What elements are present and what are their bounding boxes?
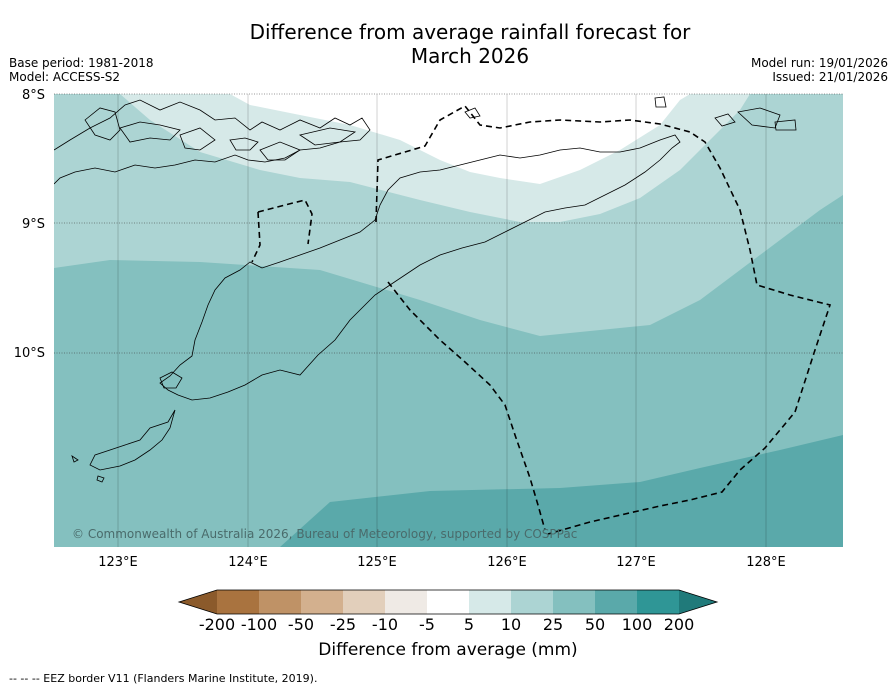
cb-swatch: [259, 590, 301, 614]
lon-label-125e: 125°E: [357, 555, 397, 570]
cb-tick-label: 25: [543, 615, 563, 634]
lon-label-123e: 123°E: [98, 555, 138, 570]
lon-label-128e: 128°E: [746, 555, 786, 570]
eez-border: [251, 104, 832, 535]
cb-tick-label: 5: [464, 615, 474, 634]
lat-label-10s: 10°S: [14, 346, 45, 361]
band-50-100: [280, 435, 843, 547]
lon-label-124e: 124°E: [228, 555, 268, 570]
meta-right: Model run: 19/01/2026 Issued: 21/01/2026: [751, 56, 888, 84]
model-text: Model: ACCESS-S2: [9, 70, 121, 84]
cb-arrow-right: [679, 590, 717, 614]
chart-title-line2: March 2026: [410, 44, 530, 68]
base-period-text: Base period: 1981-2018: [9, 56, 154, 70]
cb-tick-label: -5: [419, 615, 435, 634]
meta-left: Base period: 1981-2018 Model: ACCESS-S2: [9, 56, 154, 84]
cb-swatch: [511, 590, 553, 614]
issued-text: Issued: 21/01/2026: [772, 70, 888, 84]
copyright-text: © Commonwealth of Australia 2026, Bureau…: [72, 527, 577, 541]
cb-swatch: [217, 590, 259, 614]
cb-tick-label: 100: [622, 615, 653, 634]
cb-swatch: [427, 590, 469, 614]
cb-tick-label: -10: [372, 615, 398, 634]
lat-label-9s: 9°S: [22, 217, 45, 232]
cb-swatch: [343, 590, 385, 614]
lon-labels: 123°E 124°E 125°E 126°E 127°E 128°E: [98, 555, 786, 570]
lat-label-8s: 8°S: [22, 88, 45, 103]
cb-arrow-left: [179, 590, 217, 614]
model-run-text: Model run: 19/01/2026: [750, 56, 888, 70]
meridians: [117, 94, 767, 547]
cb-swatch: [301, 590, 343, 614]
lon-label-126e: 126°E: [487, 555, 527, 570]
cb-tick-label: 50: [585, 615, 605, 634]
cb-tick-label: 10: [501, 615, 521, 634]
chart-title: Difference from average rainfall forecas…: [0, 20, 896, 68]
cb-swatch: [385, 590, 427, 614]
band-25-50: [54, 195, 843, 547]
cb-tick-label: -100: [241, 615, 277, 634]
rainfall-anomaly-field: [54, 94, 843, 547]
cb-tick-label: -200: [199, 615, 235, 634]
colorbar-label: Difference from average (mm): [318, 640, 578, 660]
colorbar: -200 -100 -50 -25 -10 -5 5 10 25 50 100 …: [177, 589, 719, 634]
cb-swatch: [595, 590, 637, 614]
cb-swatch: [469, 590, 511, 614]
coastline: [54, 96, 797, 483]
cb-tick-label: -25: [330, 615, 356, 634]
graticule: [54, 93, 843, 354]
chart-title-line1: Difference from average rainfall forecas…: [249, 20, 691, 44]
cb-swatch: [553, 590, 595, 614]
lon-label-127e: 127°E: [616, 555, 656, 570]
lat-labels: 8°S 9°S 10°S: [14, 88, 45, 361]
cb-tick-label: -50: [288, 615, 314, 634]
cb-swatch: [637, 590, 679, 614]
cb-tick-label: 200: [664, 615, 695, 634]
eez-legend-text: -- -- -- EEZ border V11 (Flanders Marine…: [9, 672, 318, 685]
band-neg5-5: [230, 94, 690, 184]
